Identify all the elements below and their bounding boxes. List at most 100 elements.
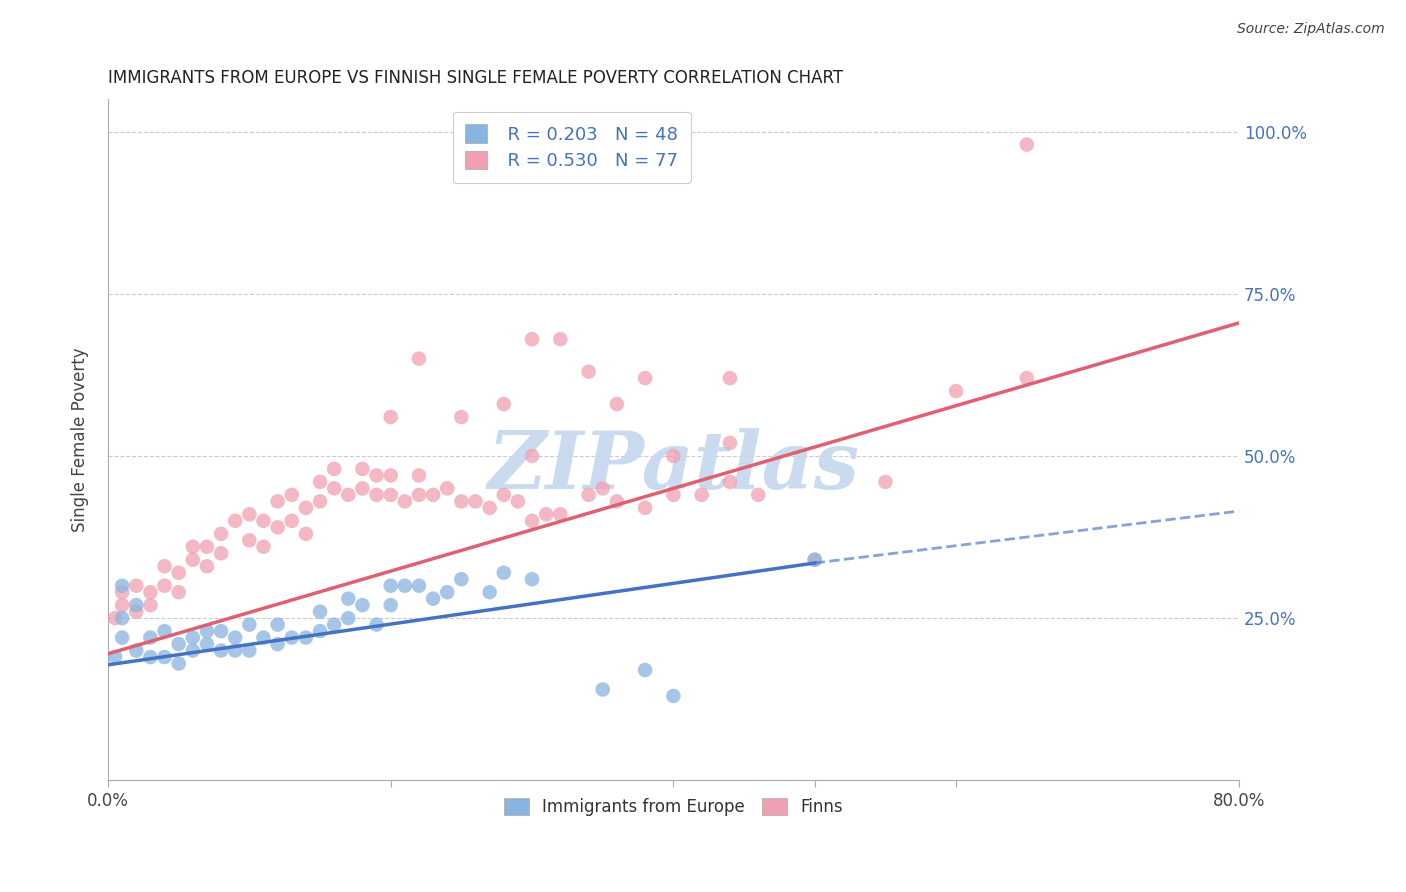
Text: IMMIGRANTS FROM EUROPE VS FINNISH SINGLE FEMALE POVERTY CORRELATION CHART: IMMIGRANTS FROM EUROPE VS FINNISH SINGLE… <box>108 69 844 87</box>
Point <box>266 617 288 632</box>
Point <box>195 624 218 639</box>
Point <box>450 572 472 586</box>
Point <box>380 598 402 612</box>
Point <box>436 482 458 496</box>
Point <box>309 605 332 619</box>
Point <box>104 611 127 625</box>
Point <box>408 488 430 502</box>
Point <box>224 643 246 657</box>
Point <box>1015 137 1038 152</box>
Point <box>337 488 360 502</box>
Point <box>366 488 388 502</box>
Point <box>139 650 162 665</box>
Point <box>422 591 444 606</box>
Point <box>238 508 260 522</box>
Point <box>252 514 274 528</box>
Point <box>520 572 543 586</box>
Point <box>139 631 162 645</box>
Point <box>209 546 232 560</box>
Text: Source: ZipAtlas.com: Source: ZipAtlas.com <box>1237 22 1385 37</box>
Point <box>718 436 741 450</box>
Point <box>266 637 288 651</box>
Point <box>209 643 232 657</box>
Point <box>506 494 529 508</box>
Point <box>337 611 360 625</box>
Point <box>592 682 614 697</box>
Point <box>153 559 176 574</box>
Point <box>634 371 657 385</box>
Point <box>492 488 515 502</box>
Point <box>394 579 416 593</box>
Legend: Immigrants from Europe, Finns: Immigrants from Europe, Finns <box>498 791 849 823</box>
Point <box>1015 371 1038 385</box>
Point <box>181 540 204 554</box>
Point <box>295 526 318 541</box>
Point <box>238 533 260 548</box>
Point <box>606 397 628 411</box>
Point <box>195 540 218 554</box>
Point <box>139 585 162 599</box>
Text: ZIPatlas: ZIPatlas <box>488 428 859 506</box>
Point <box>167 585 190 599</box>
Point <box>380 579 402 593</box>
Point <box>153 650 176 665</box>
Point <box>309 475 332 489</box>
Point <box>280 514 302 528</box>
Point <box>718 371 741 385</box>
Point <box>690 488 713 502</box>
Point <box>408 351 430 366</box>
Point <box>436 585 458 599</box>
Point <box>520 514 543 528</box>
Point <box>309 494 332 508</box>
Point <box>464 494 486 508</box>
Point <box>408 579 430 593</box>
Point <box>209 526 232 541</box>
Point <box>803 553 825 567</box>
Point <box>153 579 176 593</box>
Point <box>380 488 402 502</box>
Point <box>422 488 444 502</box>
Point <box>209 624 232 639</box>
Point <box>252 631 274 645</box>
Point <box>492 566 515 580</box>
Point <box>408 468 430 483</box>
Point <box>125 605 148 619</box>
Point <box>945 384 967 398</box>
Point <box>323 462 346 476</box>
Point <box>606 494 628 508</box>
Point <box>578 365 600 379</box>
Point <box>634 663 657 677</box>
Point <box>520 449 543 463</box>
Point <box>111 611 134 625</box>
Point <box>592 482 614 496</box>
Point <box>662 449 685 463</box>
Point <box>167 637 190 651</box>
Y-axis label: Single Female Poverty: Single Female Poverty <box>72 347 89 532</box>
Point <box>578 488 600 502</box>
Point <box>534 508 557 522</box>
Point <box>634 500 657 515</box>
Point <box>195 637 218 651</box>
Point <box>195 559 218 574</box>
Point <box>352 598 374 612</box>
Point <box>803 553 825 567</box>
Point <box>266 520 288 534</box>
Point <box>252 540 274 554</box>
Point <box>875 475 897 489</box>
Point <box>125 579 148 593</box>
Point <box>550 332 572 346</box>
Point <box>478 500 501 515</box>
Point <box>280 631 302 645</box>
Point <box>280 488 302 502</box>
Point <box>181 631 204 645</box>
Point <box>323 617 346 632</box>
Point <box>167 657 190 671</box>
Point <box>181 553 204 567</box>
Point <box>167 566 190 580</box>
Point <box>111 598 134 612</box>
Point <box>266 494 288 508</box>
Point <box>224 514 246 528</box>
Point <box>394 494 416 508</box>
Point <box>492 397 515 411</box>
Point <box>238 617 260 632</box>
